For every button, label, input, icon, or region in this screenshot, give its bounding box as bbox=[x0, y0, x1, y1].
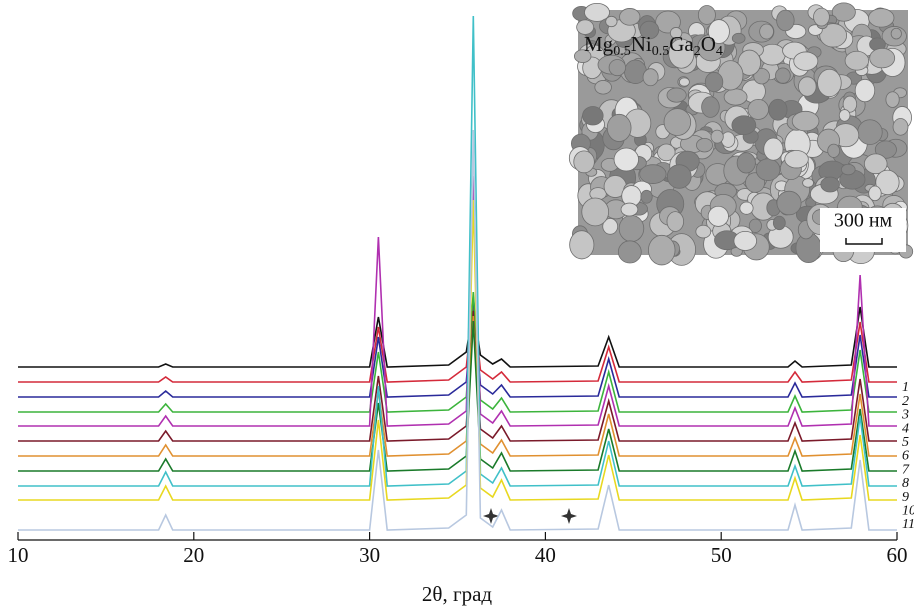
formula-sub: 0.5 bbox=[613, 44, 631, 59]
grain bbox=[702, 97, 720, 118]
grain bbox=[740, 202, 753, 214]
grain bbox=[777, 10, 795, 31]
xrd-line bbox=[18, 292, 897, 412]
grain bbox=[574, 151, 595, 173]
grain bbox=[696, 138, 712, 152]
formula-sub: 0.5 bbox=[652, 44, 670, 59]
grain bbox=[664, 109, 691, 136]
grain bbox=[858, 120, 883, 145]
grain bbox=[764, 138, 783, 160]
grain bbox=[821, 177, 840, 192]
grain bbox=[705, 72, 723, 91]
grain bbox=[813, 8, 829, 26]
grain bbox=[734, 231, 757, 250]
formula-part: Mg bbox=[584, 32, 614, 56]
grain bbox=[583, 107, 604, 126]
grain bbox=[845, 51, 869, 70]
xrd-line bbox=[18, 321, 897, 471]
scale-bar-label: 300 нм bbox=[834, 210, 893, 232]
series-label: 11 bbox=[902, 517, 914, 532]
grain bbox=[667, 88, 686, 102]
grain bbox=[869, 186, 881, 201]
grain bbox=[606, 16, 617, 26]
grain bbox=[828, 144, 840, 157]
grain bbox=[724, 89, 747, 105]
grain bbox=[641, 190, 652, 203]
x-tick-label: 10 bbox=[8, 543, 29, 567]
grain bbox=[818, 69, 842, 96]
grain bbox=[696, 225, 711, 238]
grain bbox=[886, 92, 899, 108]
grain bbox=[732, 33, 745, 43]
x-tick-label: 40 bbox=[535, 543, 556, 567]
grain bbox=[785, 151, 809, 168]
formula-sub: 2 bbox=[694, 44, 701, 59]
grain bbox=[595, 80, 612, 94]
formula-part: Ga bbox=[669, 32, 694, 56]
grain bbox=[792, 111, 819, 131]
grain bbox=[839, 110, 850, 122]
x-tick-label: 20 bbox=[183, 543, 204, 567]
formula-part: Ni bbox=[631, 32, 652, 56]
formula-part: O bbox=[701, 32, 716, 56]
grain bbox=[737, 153, 755, 173]
grain bbox=[893, 119, 908, 136]
grain bbox=[732, 116, 756, 135]
grain bbox=[748, 99, 769, 119]
grain bbox=[614, 148, 638, 171]
x-axis-label: 2θ, град bbox=[422, 582, 492, 606]
grain bbox=[773, 216, 785, 230]
page: {"chart_data": {"type": "line", "x_label… bbox=[0, 0, 914, 609]
grain bbox=[619, 215, 644, 241]
grain bbox=[869, 9, 894, 28]
sem-inset: Mg0.5Ni0.5Ga2O4 300 нм bbox=[569, 3, 912, 265]
grain bbox=[621, 203, 638, 216]
grain bbox=[711, 130, 723, 143]
formula-sub: 4 bbox=[716, 44, 723, 59]
grain bbox=[620, 8, 640, 25]
grain bbox=[667, 165, 691, 189]
grain bbox=[570, 231, 594, 259]
grain bbox=[607, 114, 631, 141]
grain bbox=[855, 79, 875, 101]
grain bbox=[679, 78, 689, 86]
grain bbox=[799, 77, 817, 96]
grain bbox=[643, 69, 658, 86]
x-tick-label: 60 bbox=[887, 543, 908, 567]
grain bbox=[794, 52, 818, 70]
xrd-line bbox=[18, 307, 897, 367]
grain bbox=[775, 68, 790, 83]
grain bbox=[582, 198, 609, 226]
grain bbox=[618, 241, 641, 263]
grain bbox=[708, 206, 728, 226]
grain bbox=[891, 28, 901, 39]
grain bbox=[760, 24, 774, 39]
x-tick-label: 50 bbox=[711, 543, 732, 567]
grain bbox=[756, 159, 780, 181]
grain bbox=[769, 99, 787, 120]
grain bbox=[640, 165, 666, 184]
grain bbox=[609, 60, 626, 76]
grain bbox=[870, 48, 895, 68]
chart: Mg0.5Ni0.5Ga2O4 300 нм 10203040506012345… bbox=[0, 0, 914, 609]
grain bbox=[803, 179, 814, 188]
grain bbox=[648, 235, 675, 265]
xrd-line bbox=[18, 311, 897, 441]
grain bbox=[667, 212, 684, 232]
xrd-line bbox=[18, 316, 897, 456]
x-tick-label: 30 bbox=[359, 543, 380, 567]
grain bbox=[721, 132, 734, 148]
grain bbox=[841, 164, 855, 175]
xrd-line bbox=[18, 302, 897, 382]
impurity-star bbox=[561, 508, 577, 524]
grain bbox=[777, 191, 801, 215]
